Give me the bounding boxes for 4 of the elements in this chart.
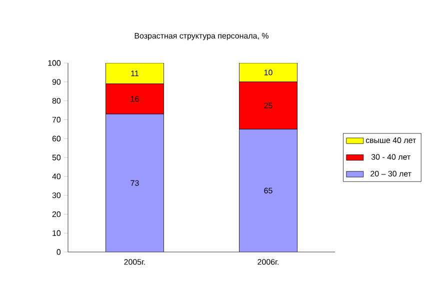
bar (106, 63, 164, 84)
bar (239, 128, 298, 252)
bar (106, 114, 164, 252)
bar (239, 63, 298, 82)
